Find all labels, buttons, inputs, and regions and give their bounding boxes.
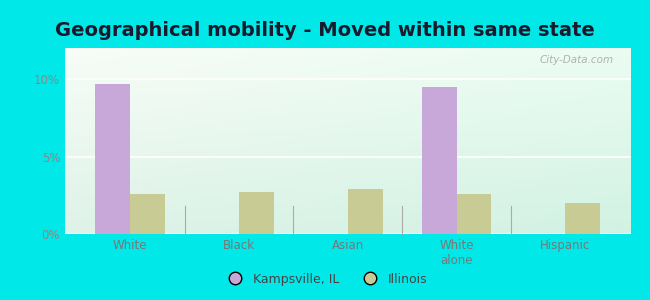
Bar (130, 194, 165, 234)
Bar (422, 87, 456, 234)
Legend: Kampsville, IL, Illinois: Kampsville, IL, Illinois (218, 268, 432, 291)
Bar (566, 203, 600, 234)
Bar (239, 192, 274, 234)
Text: Geographical mobility - Moved within same state: Geographical mobility - Moved within sam… (55, 21, 595, 40)
Bar (348, 189, 383, 234)
Bar (96, 84, 130, 234)
Bar (456, 194, 491, 234)
Text: City-Data.com: City-Data.com (540, 56, 614, 65)
